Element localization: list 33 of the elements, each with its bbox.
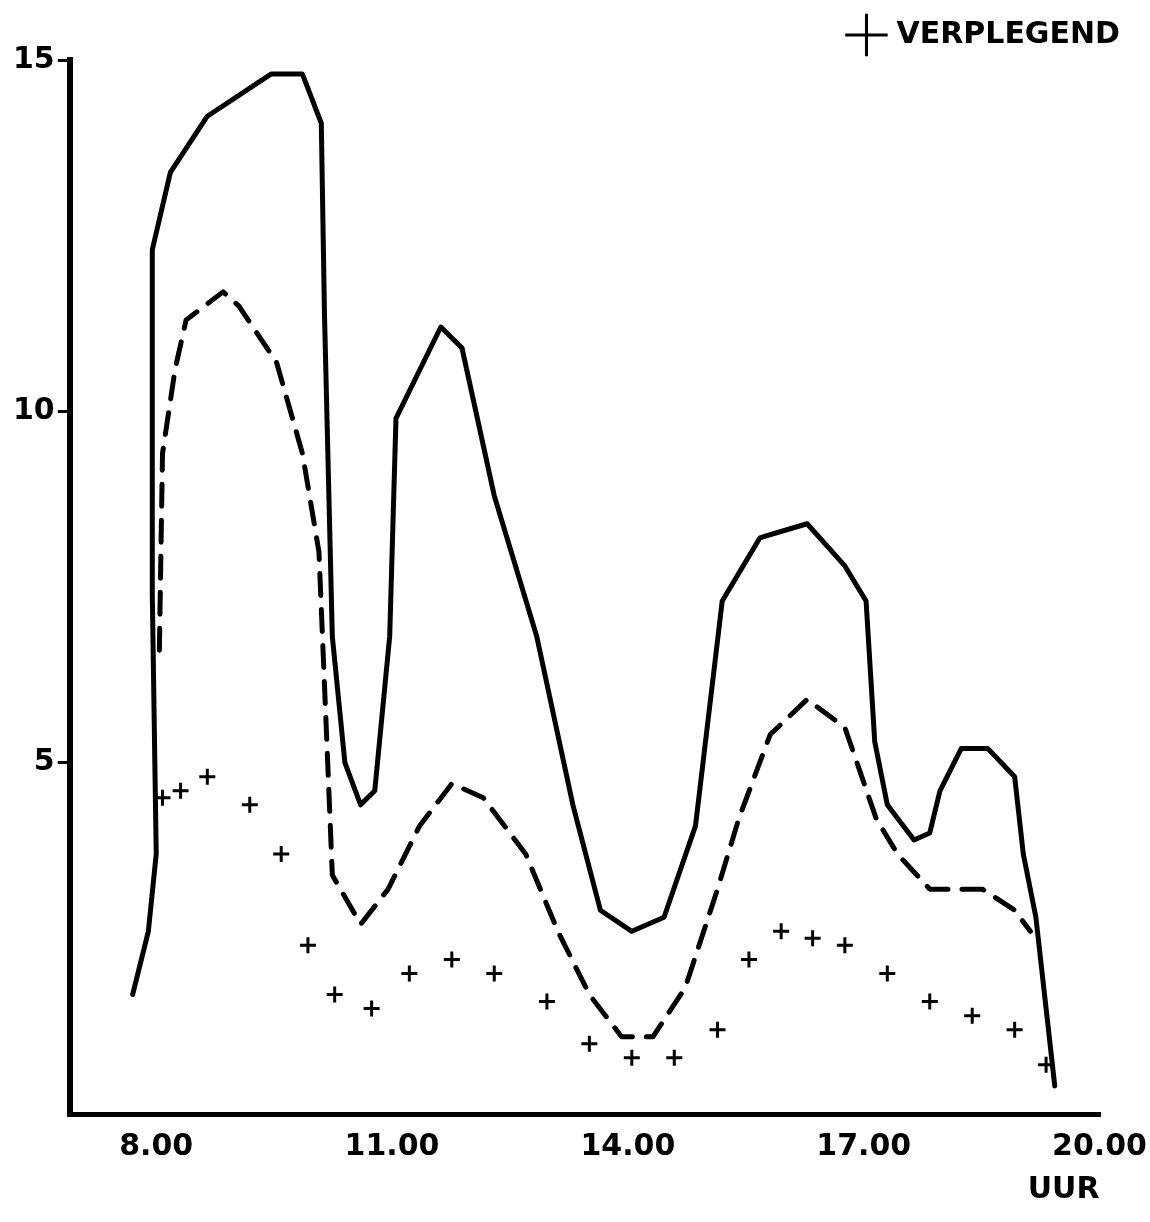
y-tick-label: 15 xyxy=(13,39,55,75)
point xyxy=(771,921,791,941)
point xyxy=(664,1048,684,1068)
point xyxy=(399,963,419,983)
point xyxy=(362,999,382,1019)
point xyxy=(171,781,191,801)
y-tick-label: 10 xyxy=(13,391,55,427)
point xyxy=(298,935,318,955)
point xyxy=(835,935,855,955)
y-tick-label: 5 xyxy=(33,742,55,778)
point xyxy=(622,1048,642,1068)
x-tick-label: 11.00 xyxy=(344,1126,440,1162)
point xyxy=(442,949,462,969)
legend-label: VERPLEGEND xyxy=(896,14,1121,50)
x-tick-label: 20.00 xyxy=(1052,1126,1148,1162)
point xyxy=(877,963,897,983)
point xyxy=(579,1034,599,1054)
point xyxy=(962,1006,982,1026)
point xyxy=(803,928,823,948)
x-tick-label: 14.00 xyxy=(580,1126,676,1162)
x-tick-label: 8.00 xyxy=(119,1126,194,1162)
x-tick-label: 17.00 xyxy=(816,1126,912,1162)
point xyxy=(920,992,940,1012)
point xyxy=(484,963,504,983)
point xyxy=(1005,1020,1025,1040)
x-axis-title: UUR xyxy=(1027,1169,1100,1205)
point xyxy=(739,949,759,969)
point xyxy=(325,985,345,1005)
point xyxy=(271,844,291,864)
point xyxy=(240,795,260,815)
point xyxy=(708,1020,727,1040)
point xyxy=(197,767,217,787)
point xyxy=(537,992,557,1012)
